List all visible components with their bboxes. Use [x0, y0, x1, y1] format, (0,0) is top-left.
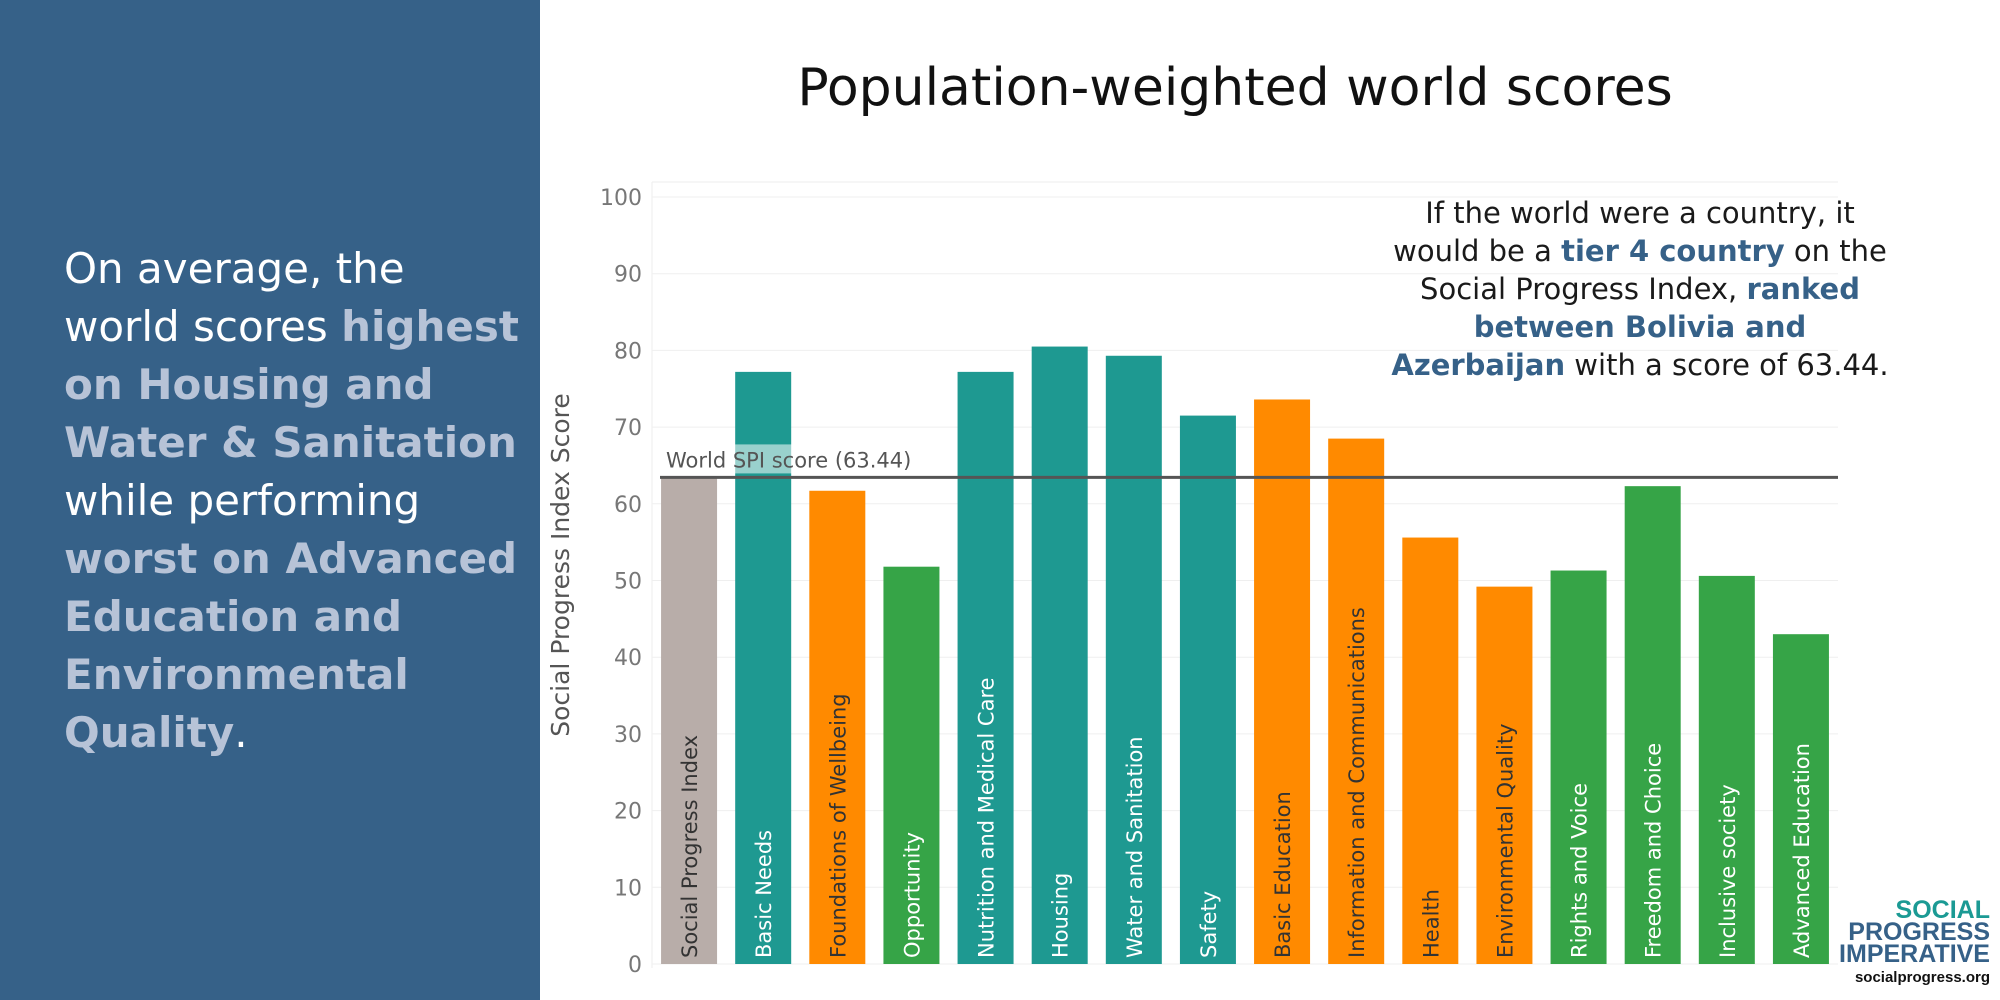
- y-axis-label: Social Progress Index Score: [546, 393, 575, 737]
- bar: [1772, 634, 1829, 964]
- y-tick-label: 40: [614, 646, 642, 671]
- category-label: Inclusive society: [1716, 784, 1740, 958]
- bar: [1550, 570, 1607, 964]
- bar: [1031, 346, 1088, 964]
- callout-text-part: with a score of 63.44.: [1565, 348, 1889, 382]
- bar: [957, 371, 1014, 965]
- category-label: Basic Needs: [752, 830, 776, 958]
- callout-text-part: ranked between Bolivia and Azerbaijan: [1391, 272, 1860, 382]
- summary-text-part: highest on Housing and Water & Sanitatio…: [64, 302, 519, 467]
- logo-word-social: SOCIAL: [1895, 896, 1990, 924]
- summary-text-part: worst on Advanced Education and Environm…: [64, 534, 518, 757]
- logo-url: socialprogress.org: [1854, 969, 1990, 986]
- bar: [809, 490, 866, 964]
- callout-text: If the world were a country, it would be…: [1390, 194, 1890, 384]
- chart-title: Population-weighted world scores: [797, 58, 1673, 118]
- bar: [1105, 355, 1162, 964]
- category-label: Basic Education: [1271, 791, 1295, 958]
- category-label: Social Progress Index: [678, 735, 702, 958]
- category-label: Environmental Quality: [1493, 723, 1517, 958]
- logo-word-progress: PROGRESS: [1848, 918, 1990, 946]
- summary-text-part: .: [234, 708, 248, 757]
- bar: [1328, 438, 1385, 965]
- y-tick-label: 80: [614, 339, 642, 364]
- category-label: Freedom and Choice: [1642, 743, 1666, 958]
- category-label: Rights and Voice: [1568, 783, 1592, 958]
- bar-chart: 0 10 20 30 40 50 60 70 80 90 100 Social Progress In…: [546, 181, 1838, 978]
- category-label: Housing: [1049, 873, 1073, 958]
- bar: [1624, 486, 1681, 964]
- bar: [1402, 537, 1459, 964]
- category-label: Health: [1419, 889, 1443, 958]
- y-tick-label: 20: [614, 800, 642, 825]
- bar: [883, 566, 940, 964]
- category-label: Information and Communications: [1345, 607, 1369, 958]
- logo-word-imperative: IMPERATIVE: [1839, 940, 1990, 968]
- y-tick-label: 50: [614, 570, 642, 595]
- callout-text-part: on the Social Progress Index,: [1420, 234, 1887, 306]
- category-label: Foundations of Wellbeing: [826, 693, 850, 958]
- y-tick-label: 30: [614, 723, 642, 748]
- reference-label-bg: [733, 444, 828, 474]
- y-tick-label: 0: [628, 953, 642, 978]
- left-panel: On average, the world scores highest on …: [0, 0, 540, 1000]
- y-tick-label: 60: [614, 493, 642, 518]
- category-label: Advanced Education: [1790, 743, 1814, 958]
- summary-text-part: On average, the world scores: [64, 244, 405, 351]
- y-tick-label: 90: [614, 263, 642, 288]
- bar: [1476, 586, 1533, 964]
- reference-line-label: World SPI score (63.44): [666, 448, 911, 472]
- bar: [1179, 415, 1236, 965]
- category-label: Water and Sanitation: [1123, 736, 1147, 958]
- category-label: Nutrition and Medical Care: [975, 677, 999, 958]
- bar: [661, 477, 718, 964]
- bar: [1698, 575, 1755, 964]
- callout-text-part: tier 4 country: [1561, 234, 1785, 268]
- category-label: Safety: [1197, 891, 1221, 958]
- y-tick-label: 70: [614, 416, 642, 441]
- callout-text-part: If the world were a country, it would be…: [1393, 196, 1855, 268]
- y-tick-label: 10: [614, 876, 642, 901]
- summary-text: On average, the world scores highest on …: [64, 240, 524, 762]
- category-label: Opportunity: [900, 832, 924, 958]
- bar: [1254, 399, 1311, 964]
- summary-text-part: while performing: [64, 476, 421, 525]
- y-tick-label: 100: [600, 186, 642, 211]
- spi-logo: SOCIAL PROGRESS IMPERATIVE socialprogres…: [1839, 896, 1990, 987]
